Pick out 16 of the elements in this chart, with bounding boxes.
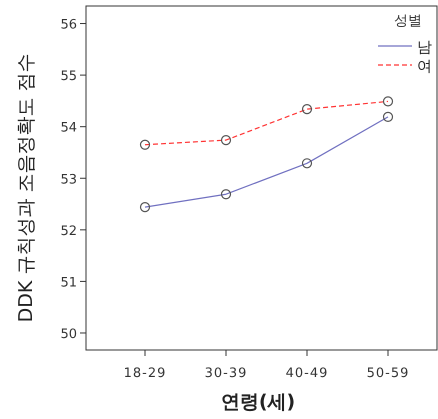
x-tick-label: 18-29 bbox=[124, 366, 166, 381]
y-axis-title: DDK 규칙성과 조음정확도 점수 bbox=[15, 54, 37, 322]
x-tick-label: 30-39 bbox=[204, 366, 248, 381]
legend-title: 성별 bbox=[394, 13, 422, 29]
y-tick-label: 55 bbox=[60, 69, 77, 84]
y-tick-label: 54 bbox=[60, 120, 77, 136]
y-tick-label: 50 bbox=[60, 326, 77, 342]
x-tick-label: 40-49 bbox=[286, 366, 328, 381]
y-tick-label: 51 bbox=[60, 275, 77, 290]
y-tick-label: 56 bbox=[60, 18, 77, 33]
y-tick-label: 52 bbox=[60, 224, 77, 239]
legend-label: 남 bbox=[417, 38, 432, 56]
x-tick-label: 50-59 bbox=[366, 366, 410, 381]
legend-label: 여 bbox=[417, 57, 432, 75]
x-axis-title: 연령(세) bbox=[220, 391, 296, 413]
y-tick-label: 53 bbox=[60, 172, 77, 188]
